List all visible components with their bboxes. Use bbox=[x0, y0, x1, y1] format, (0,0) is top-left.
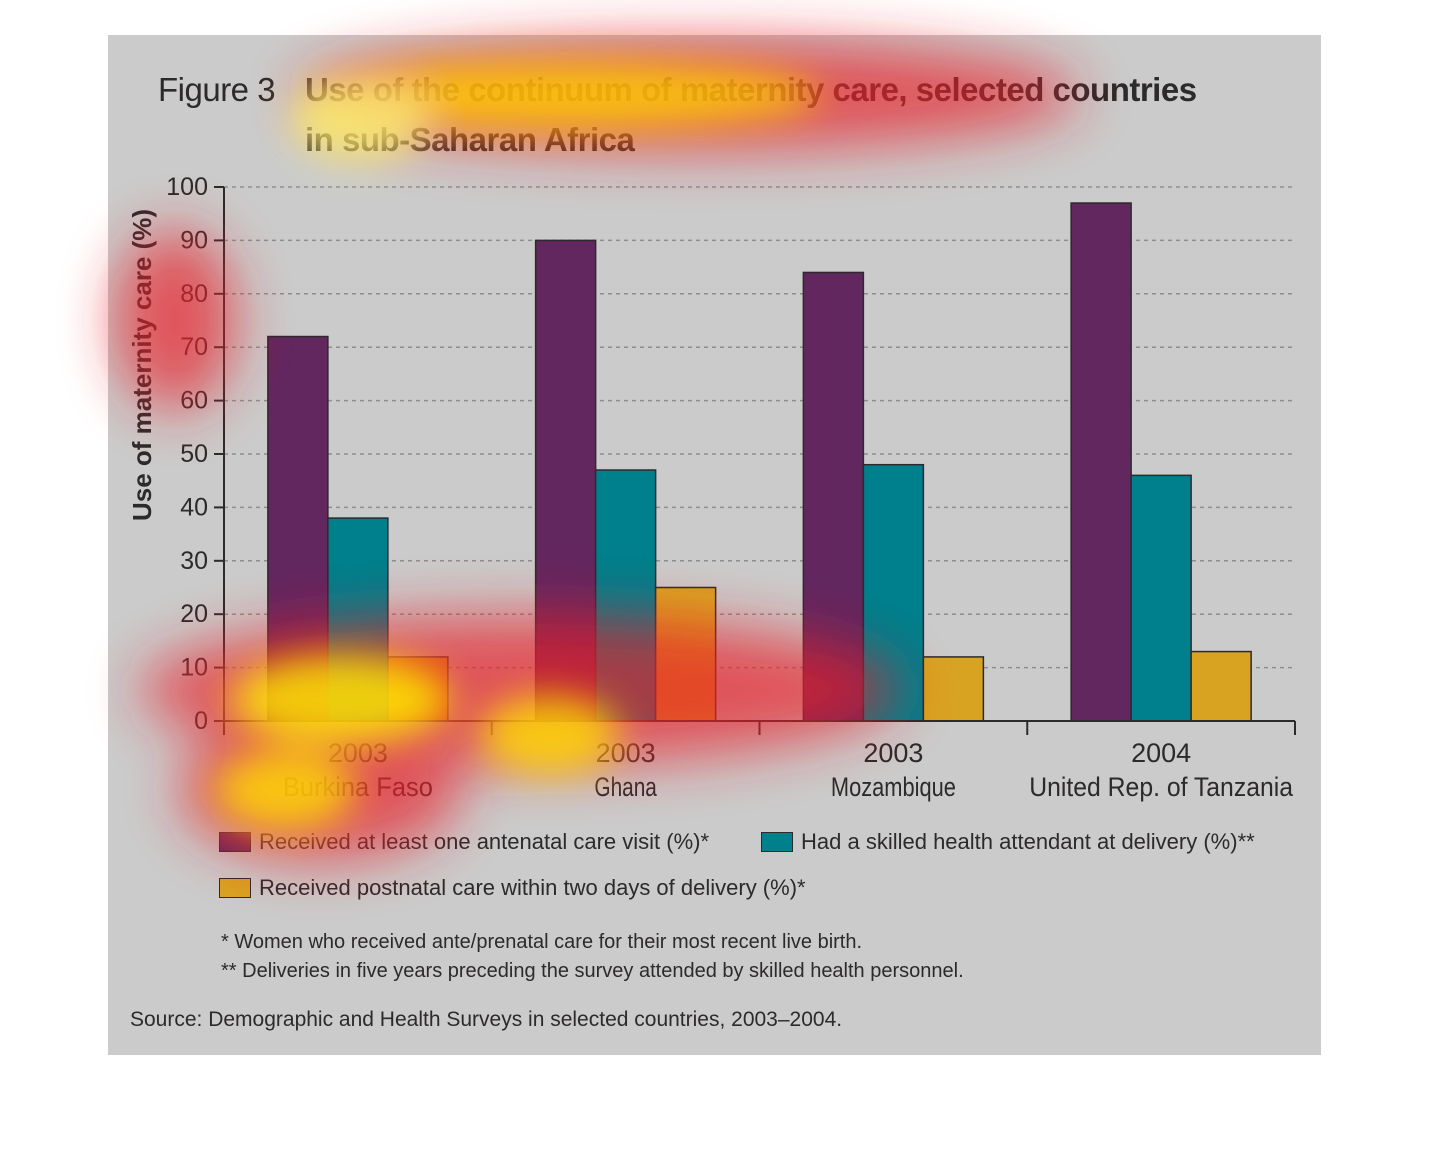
y-tick-label: 0 bbox=[194, 707, 208, 735]
y-tick-label: 80 bbox=[180, 280, 208, 308]
y-tick-label: 60 bbox=[180, 387, 208, 415]
bar bbox=[594, 469, 657, 722]
bar bbox=[1190, 650, 1252, 722]
bar bbox=[1130, 474, 1192, 722]
bar bbox=[327, 517, 389, 722]
bar-chart: 0 10 20 30 40 50 60 70 80 90 100 2003 Burkina Faso 20… bbox=[127, 173, 1296, 802]
y-tick-label: 40 bbox=[180, 493, 208, 521]
x-category-year: 2003 bbox=[596, 738, 656, 768]
x-category-country: Mozambique bbox=[831, 772, 956, 802]
bar bbox=[862, 463, 925, 722]
bar bbox=[1070, 202, 1132, 722]
figure-number: Figure 3 bbox=[158, 71, 276, 108]
bar bbox=[534, 239, 597, 722]
legend-swatch-antenatal bbox=[219, 832, 251, 852]
bars bbox=[267, 202, 1252, 722]
legend-label-postnatal: Received postnatal care within two days … bbox=[259, 875, 806, 900]
footnote-2: ** Deliveries in five years preceding th… bbox=[221, 960, 964, 982]
bar bbox=[802, 271, 865, 722]
y-tick-label: 70 bbox=[180, 333, 208, 361]
legend-item-postnatal: Received postnatal care within two days … bbox=[219, 875, 806, 901]
y-tick-label: 30 bbox=[180, 547, 208, 575]
bar bbox=[387, 656, 449, 722]
x-category-year: 2004 bbox=[1131, 738, 1191, 768]
legend-swatch-postnatal bbox=[219, 878, 251, 898]
figure-panel: Figure 3 Use of the continuum of materni… bbox=[108, 35, 1321, 1055]
y-tick-label: 100 bbox=[166, 173, 208, 201]
bar bbox=[922, 656, 985, 722]
x-category-country: Ghana bbox=[594, 772, 657, 802]
footnote-1: * Women who received ante/prenatal care … bbox=[221, 931, 863, 953]
y-tick-label: 10 bbox=[180, 654, 208, 682]
bar bbox=[267, 335, 329, 722]
x-category-country: Burkina Faso bbox=[283, 772, 433, 802]
bar bbox=[654, 586, 717, 722]
y-axis-label: Use of maternity care (%) bbox=[127, 209, 157, 521]
legend-item-antenatal: Received at least one antenatal care vis… bbox=[219, 829, 709, 855]
y-tick-label: 20 bbox=[180, 600, 208, 628]
legend-label-skilled-attendant: Had a skilled health attendant at delive… bbox=[801, 829, 1255, 854]
legend-swatch-skilled-attendant bbox=[761, 832, 793, 852]
y-tick-label: 90 bbox=[180, 226, 208, 254]
x-category-country: United Rep. of Tanzania bbox=[1029, 772, 1294, 802]
y-tick-label: 50 bbox=[180, 440, 208, 468]
x-category-year: 2003 bbox=[328, 738, 388, 768]
x-category-year: 2003 bbox=[863, 738, 923, 768]
source-note: Source: Demographic and Health Surveys i… bbox=[130, 1008, 843, 1031]
legend-item-skilled-attendant: Had a skilled health attendant at delive… bbox=[761, 829, 1255, 855]
legend-label-antenatal: Received at least one antenatal care vis… bbox=[259, 829, 710, 854]
